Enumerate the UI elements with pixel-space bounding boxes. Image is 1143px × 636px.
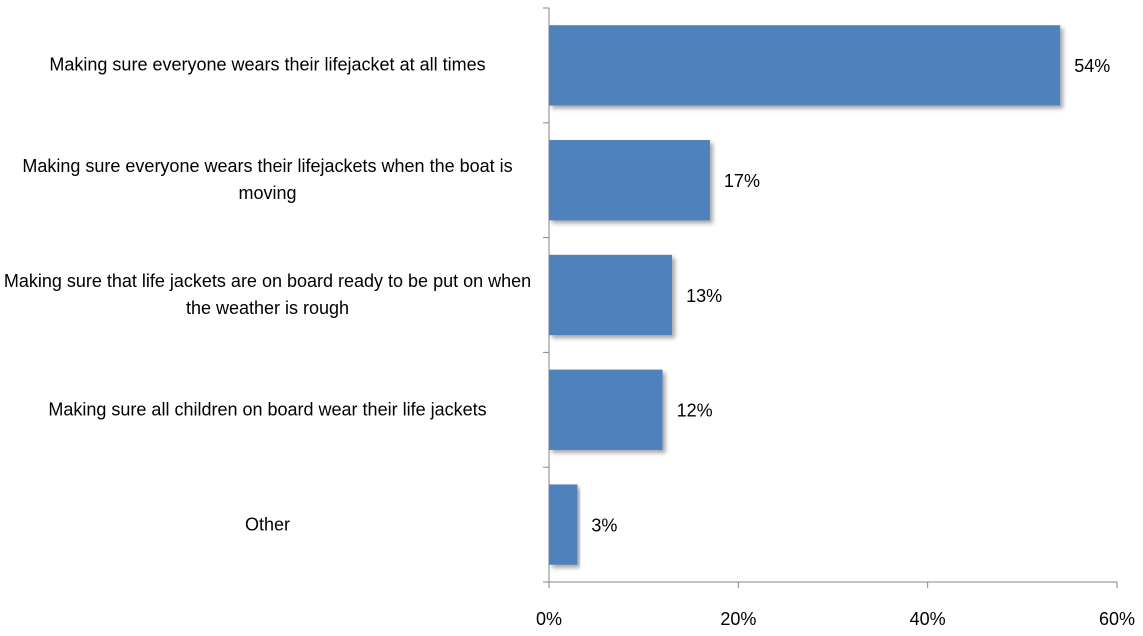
x-tick-label: 60% [1099, 609, 1135, 629]
value-label: 54% [1074, 56, 1110, 76]
bar [549, 25, 1061, 106]
value-label: 3% [591, 515, 617, 535]
bar [549, 484, 578, 565]
x-tick-label: 40% [910, 609, 946, 629]
y-tick-label: Making sure everyone wears their lifejac… [22, 156, 513, 204]
bar [549, 254, 673, 336]
bar [549, 369, 663, 450]
y-tick-label: Other [244, 514, 291, 535]
x-tick-label: 0% [536, 609, 562, 629]
value-label: 17% [724, 171, 760, 191]
y-tick-label: Making sure that life jackets are on boa… [3, 271, 532, 318]
y-tick-label: Making sure everyone wears their lifejac… [49, 54, 486, 75]
value-label: 12% [677, 401, 713, 421]
bar [549, 140, 710, 221]
y-tick-label: Making sure all children on board wear t… [48, 399, 487, 420]
x-tick-label: 20% [720, 609, 756, 629]
value-label: 13% [686, 286, 722, 306]
